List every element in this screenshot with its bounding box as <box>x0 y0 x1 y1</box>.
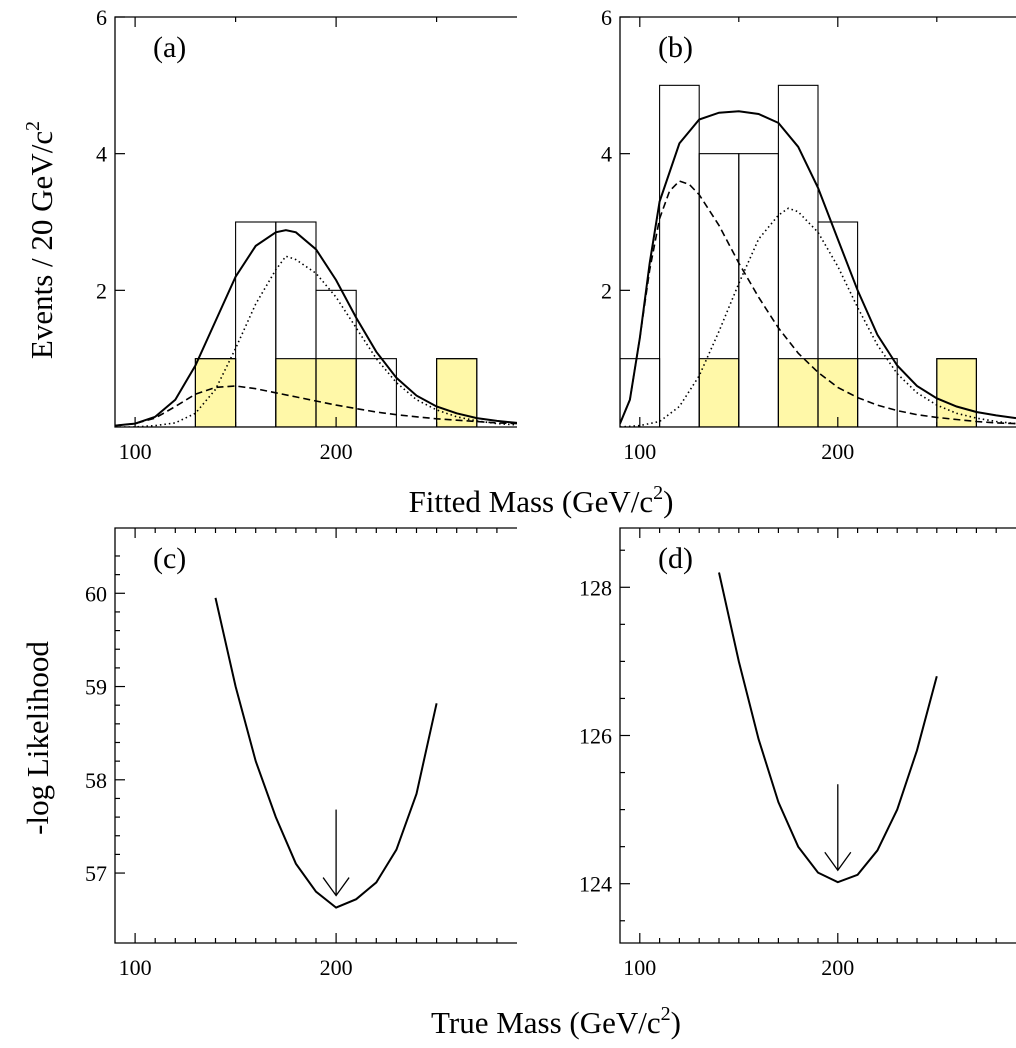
x-tick-label: 200 <box>320 439 353 464</box>
y-tick-label: 2 <box>96 278 107 303</box>
panel-a: 100 200 2 4 6 (a) <box>96 5 517 464</box>
y-tick-label: 6 <box>601 5 612 30</box>
histogram-bar <box>659 84 700 427</box>
fit-curve-solid <box>620 110 1016 424</box>
top-x-axis-title: Fitted Mass (GeV/c2) <box>409 482 674 519</box>
x-tick-label: 100 <box>623 955 656 980</box>
bottom-x-axis-title: True Mass (GeV/c2) <box>431 1003 681 1040</box>
x-tick-label: 100 <box>119 439 152 464</box>
x-tick-label: 100 <box>623 439 656 464</box>
y-tick-label: 126 <box>579 724 612 749</box>
panel-d: 100 200 124 126 128 (d) <box>579 527 1016 980</box>
bottom-y-axis-title: -log Likelihood <box>20 641 55 835</box>
plot-area <box>620 84 1016 427</box>
x-tick-label: 200 <box>821 955 854 980</box>
y-tick-label: 60 <box>85 581 107 606</box>
panel-label: (a) <box>153 31 186 64</box>
likelihood-curve <box>214 597 438 909</box>
fit-curve-dashed <box>620 180 1016 425</box>
x-tick-label: 200 <box>320 955 353 980</box>
histogram-bar <box>857 358 898 427</box>
shaded-bar <box>195 358 236 427</box>
y-tick-label: 59 <box>85 675 107 700</box>
shaded-bar <box>275 358 316 427</box>
arrow-head <box>322 877 350 897</box>
axes-frame <box>114 527 517 944</box>
histogram-bar <box>620 358 661 427</box>
panel-b: 100 200 2 4 6 (b) <box>601 5 1016 464</box>
x-tick-label: 200 <box>821 439 854 464</box>
y-tick-label: 57 <box>85 861 107 886</box>
y-tick-label: 2 <box>601 278 612 303</box>
fit-curve-solid <box>115 229 517 427</box>
plot-area <box>214 597 438 909</box>
fit-curve-dotted <box>115 255 517 427</box>
y-tick-label: 58 <box>85 768 107 793</box>
histogram-bar <box>235 221 277 427</box>
plot-area <box>718 572 938 884</box>
panel-label: (c) <box>153 542 186 575</box>
shaded-bar <box>316 358 357 427</box>
axes-frame <box>114 16 517 428</box>
arrow-head <box>824 851 852 872</box>
axes-frame <box>619 527 1016 944</box>
panel-label: (d) <box>658 542 693 575</box>
x-tick-label: 100 <box>119 955 152 980</box>
y-tick-label: 4 <box>96 142 107 167</box>
panel-label: (b) <box>658 31 693 64</box>
shaded-bar <box>778 358 818 427</box>
axes-frame <box>619 16 1016 428</box>
fit-curve-dashed <box>115 385 517 427</box>
histogram-bar <box>817 221 859 427</box>
shaded-bar <box>936 358 977 427</box>
y-tick-label: 6 <box>96 5 107 30</box>
shaded-bar <box>699 358 739 427</box>
likelihood-curve <box>718 572 938 884</box>
y-tick-label: 4 <box>601 142 612 167</box>
y-tick-label: 128 <box>579 575 612 600</box>
top-y-axis-title: Events / 20 GeV/c2 <box>22 121 59 359</box>
histogram-bar <box>738 153 779 427</box>
y-tick-label: 124 <box>579 872 612 897</box>
plot-area <box>115 221 517 427</box>
panel-c: 100 200 57 58 59 60 (c) <box>85 527 517 980</box>
shaded-bar <box>818 358 858 427</box>
